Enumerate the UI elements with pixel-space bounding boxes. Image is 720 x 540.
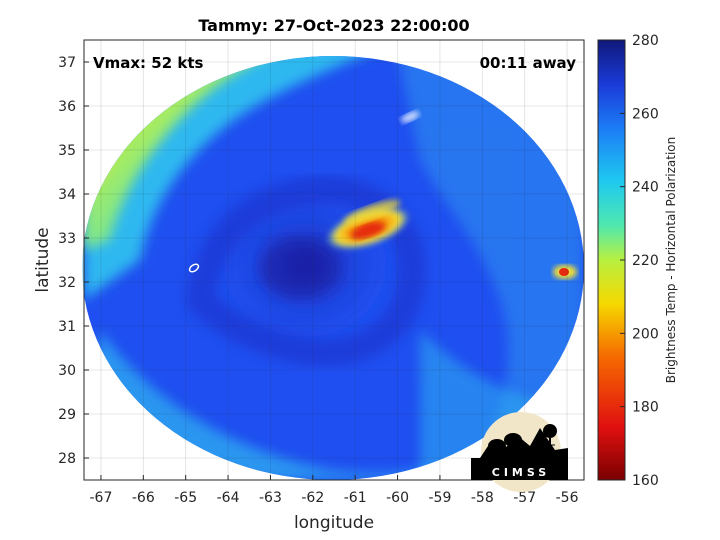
colorbar-tick-label: 160 (632, 473, 659, 489)
x-tick-label: -67 (90, 490, 113, 506)
x-tick-label: -59 (428, 490, 451, 506)
x-tick-label: -62 (301, 490, 324, 506)
colorbar-tick-label: 280 (632, 33, 659, 49)
y-tick-label: 30 (58, 363, 76, 379)
y-tick-label: 32 (58, 275, 76, 291)
y-tick-label: 33 (58, 231, 76, 247)
colorbar-tick-label: 220 (632, 253, 659, 269)
y-tick-label: 35 (58, 143, 76, 159)
x-tick-label: -63 (259, 490, 282, 506)
x-tick-label: -61 (344, 490, 367, 506)
y-tick-label: 31 (58, 319, 76, 335)
y-tick-label: 34 (58, 187, 76, 203)
colorbar-ticks: 160 180 200 220 240 260 280 (620, 33, 659, 489)
colorbar-tick-label: 180 (632, 400, 659, 416)
chart-title: Tammy: 27-Oct-2023 22:00:00 (198, 16, 469, 35)
x-tick-label: -66 (132, 490, 155, 506)
y-tick-label: 29 (58, 407, 76, 423)
x-tick-label: -64 (217, 490, 240, 506)
cimss-logo: CIMSS (471, 412, 568, 492)
x-axis-ticks: -67 -66 -65 -64 -63 -62 -61 -60 -59 -58 -57 -56 (90, 475, 579, 506)
island-marker (188, 263, 200, 273)
vmax-annotation: Vmax: 52 kts (93, 54, 203, 72)
colorbar-tick-label: 260 (632, 106, 659, 122)
x-tick-label: -65 (174, 490, 197, 506)
colorbar-tick-label: 240 (632, 180, 659, 196)
x-tick-label: -58 (471, 490, 494, 506)
cimss-logo-text: CIMSS (492, 466, 550, 479)
x-tick-label: -60 (386, 490, 409, 506)
y-axis-ticks: 28 29 30 31 32 33 34 35 36 37 (58, 55, 89, 467)
grid-lines (84, 40, 584, 480)
y-tick-label: 36 (58, 99, 76, 115)
x-axis-label: longitude (294, 513, 374, 533)
colorbar-label: Brightness Temp - Horizontal Polarizatio… (664, 137, 678, 384)
time-away-annotation: 00:11 away (480, 54, 577, 72)
y-tick-label: 28 (58, 451, 76, 467)
y-axis-label: latitude (33, 227, 53, 292)
x-tick-label: -56 (556, 490, 579, 506)
axes-frame (83, 39, 585, 481)
x-tick-label: -57 (513, 490, 536, 506)
colorbar-tick-label: 200 (632, 326, 659, 342)
microwave-swath-image (84, 56, 584, 480)
y-tick-label: 37 (58, 55, 76, 71)
